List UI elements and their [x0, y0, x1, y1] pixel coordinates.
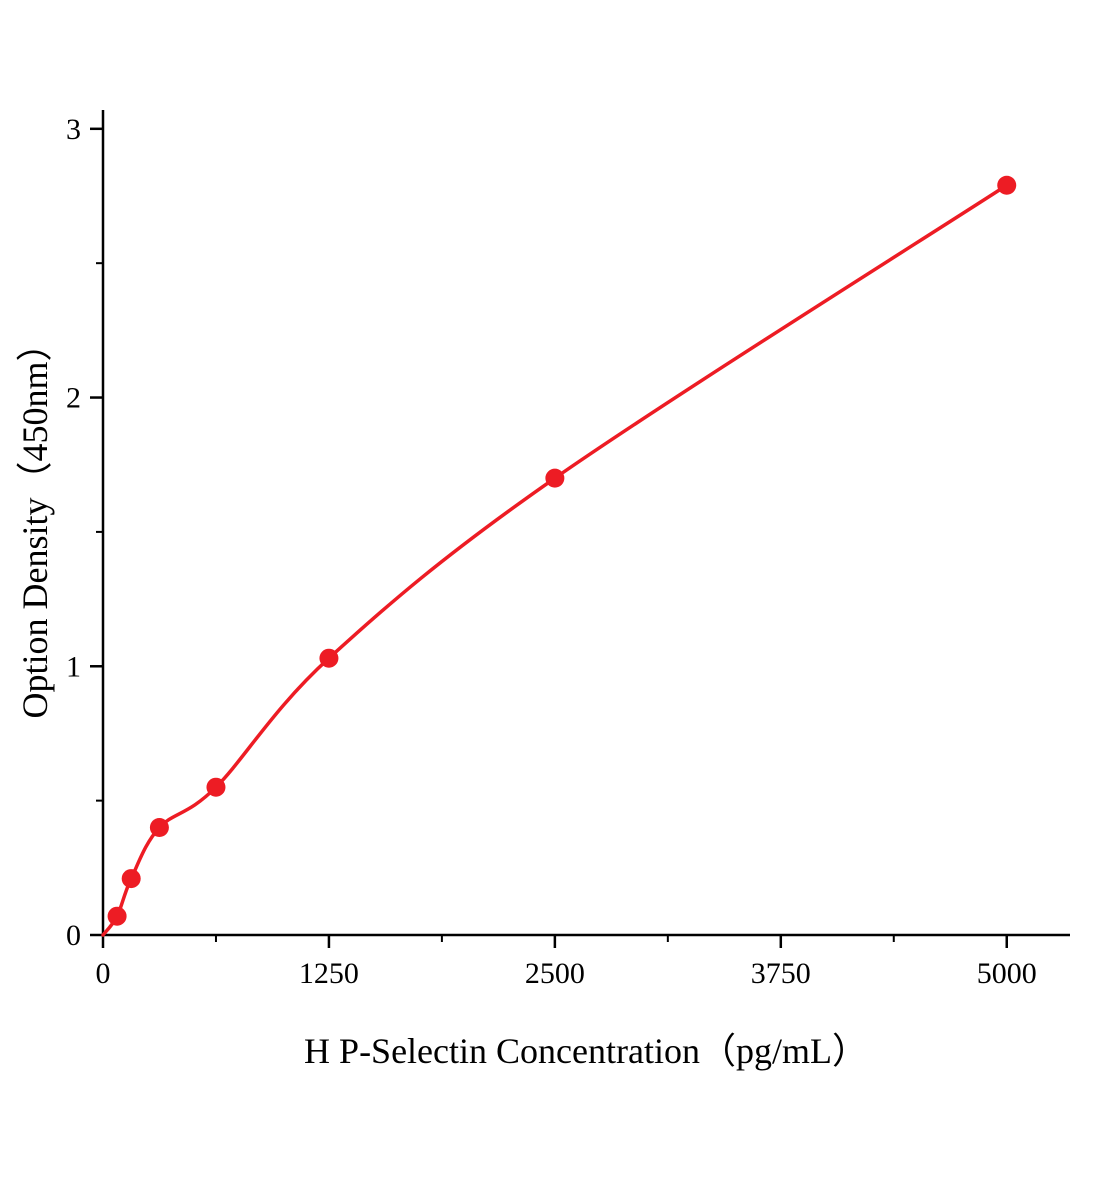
x-tick-label: 2500 [525, 957, 585, 990]
data-point [149, 818, 169, 838]
x-tick-label: 1250 [299, 957, 359, 990]
y-tick-label: 3 [66, 113, 81, 146]
y-tick-label: 1 [66, 650, 81, 683]
data-point [121, 869, 141, 889]
x-tick-label: 0 [96, 957, 111, 990]
data-point [997, 175, 1017, 195]
x-axis-label: H P-Selectin Concentration（pg/mL） [304, 1031, 868, 1071]
data-point [107, 906, 127, 926]
y-axis-label: Option Density（450nm） [15, 325, 55, 719]
x-tick-label: 3750 [751, 957, 811, 990]
data-point [545, 468, 565, 488]
data-point [206, 777, 226, 797]
data-point [319, 648, 339, 668]
y-tick-label: 2 [66, 382, 81, 415]
standard-curve-line [101, 183, 1009, 937]
x-tick-label: 5000 [977, 957, 1037, 990]
y-tick-label: 0 [66, 919, 81, 952]
